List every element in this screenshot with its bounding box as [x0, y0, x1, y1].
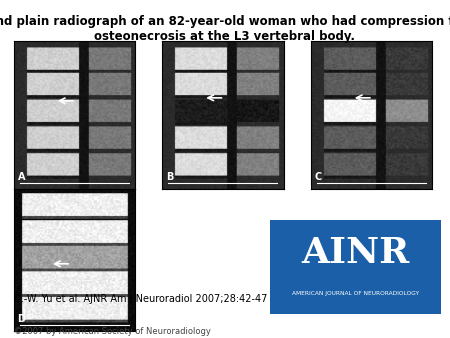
Text: D: D	[18, 314, 26, 324]
Text: AMERICAN JOURNAL OF NEURORADIOLOGY: AMERICAN JOURNAL OF NEURORADIOLOGY	[292, 291, 419, 296]
Text: C.-W. Yu et al. AJNR Am J Neuroradiol 2007;28:42-47: C.-W. Yu et al. AJNR Am J Neuroradiol 20…	[14, 294, 267, 304]
Text: MR images and plain radiograph of an 82-year-old woman who had compression fract: MR images and plain radiograph of an 82-…	[0, 15, 450, 43]
Text: C: C	[315, 172, 322, 182]
Text: B: B	[166, 172, 173, 182]
Text: ©2007 by American Society of Neuroradiology: ©2007 by American Society of Neuroradiol…	[14, 327, 211, 336]
Text: A: A	[18, 172, 25, 182]
Text: AINR: AINR	[302, 236, 410, 270]
